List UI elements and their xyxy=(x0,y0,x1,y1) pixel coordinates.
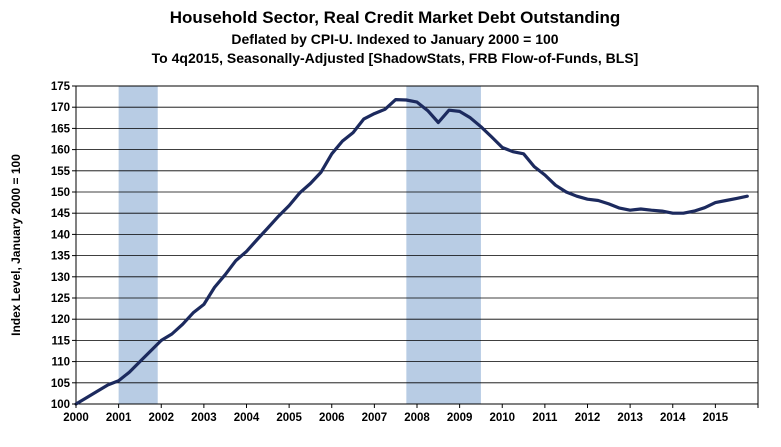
y-tick-label: 175 xyxy=(51,81,71,93)
y-tick-label: 115 xyxy=(51,335,70,347)
recession-band-1 xyxy=(118,86,158,404)
gridlines xyxy=(76,85,758,405)
y-axis-label: Index Level, January 2000 = 100 xyxy=(9,154,23,336)
x-tick-label: 2015 xyxy=(703,412,729,424)
y-tick-label: 150 xyxy=(51,187,70,199)
y-tick-label: 140 xyxy=(51,229,70,241)
series-line xyxy=(74,97,749,406)
y-tick-label: 105 xyxy=(51,378,71,390)
x-tick-label: 2011 xyxy=(532,412,558,424)
x-tick-label: 2014 xyxy=(660,412,686,424)
x-tick-label: 2006 xyxy=(319,412,345,424)
x-tick-label: 2005 xyxy=(276,412,302,424)
x-tick-label: 2012 xyxy=(575,412,601,424)
x-tick-label: 2001 xyxy=(106,412,132,424)
x-tick-label: 2013 xyxy=(617,412,643,424)
y-tick-label: 170 xyxy=(51,102,70,114)
chart-subtitle-line-1: Deflated by CPI-U. Indexed to January 20… xyxy=(231,31,558,47)
x-tick-label: 2007 xyxy=(362,412,388,424)
x-axis-ticks: 2000 2001 2002 2003 2004 2005 2006 2007 2008 2009… xyxy=(63,404,759,424)
y-tick-label: 100 xyxy=(51,399,70,411)
y-tick-label: 110 xyxy=(51,357,70,369)
y-tick-label: 120 xyxy=(51,314,70,326)
chart-title: Household Sector, Real Credit Market Deb… xyxy=(170,8,621,27)
x-tick-label: 2000 xyxy=(63,412,89,424)
y-tick-label: 135 xyxy=(51,251,71,263)
y-axis-ticks: 100 105 110 115 120 125 130 135 140 145 150 155 160 1… xyxy=(51,81,76,411)
recession-band-2 xyxy=(406,86,481,404)
recession-bands xyxy=(118,86,481,404)
y-tick-label: 130 xyxy=(51,272,70,284)
y-tick-label: 160 xyxy=(51,145,70,157)
x-tick-label: 2003 xyxy=(191,412,217,424)
x-tick-label: 2009 xyxy=(447,412,473,424)
series-group xyxy=(74,97,749,406)
y-tick-label: 145 xyxy=(51,208,71,220)
y-tick-label: 165 xyxy=(51,123,71,135)
x-tick-label: 2008 xyxy=(404,412,430,424)
x-tick-label: 2004 xyxy=(234,412,260,424)
chart-subtitle-line-2: To 4q2015, Seasonally-Adjusted [ShadowSt… xyxy=(152,50,639,66)
y-tick-label: 155 xyxy=(51,166,71,178)
x-tick-label: 2010 xyxy=(489,412,515,424)
y-tick-label: 125 xyxy=(51,293,71,305)
x-tick-label: 2002 xyxy=(148,412,174,424)
